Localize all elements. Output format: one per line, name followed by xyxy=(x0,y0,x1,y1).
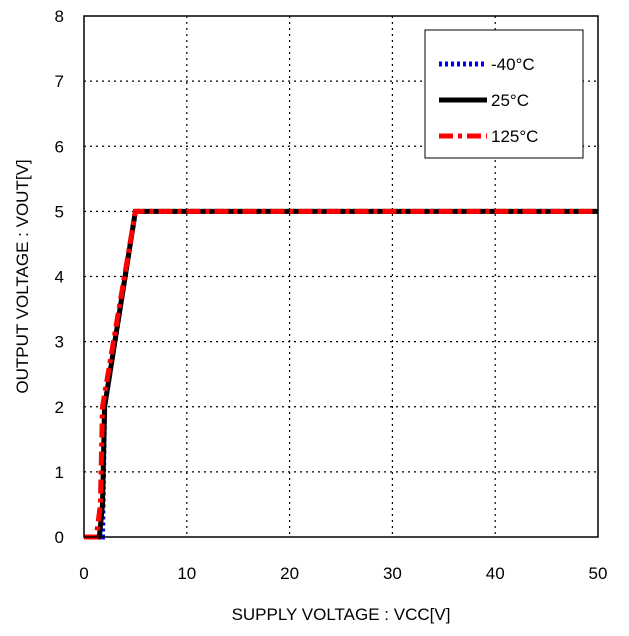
x-tick-label: 0 xyxy=(79,564,88,583)
legend-box xyxy=(424,29,584,159)
y-tick-label: 3 xyxy=(55,333,64,352)
y-tick-label: 4 xyxy=(55,268,64,287)
legend-label: -40°C xyxy=(491,55,535,74)
x-axis-title: SUPPLY VOLTAGE : VCC[V] xyxy=(232,605,451,624)
x-tick-label: 10 xyxy=(177,564,196,583)
y-tick-label: 5 xyxy=(55,202,64,221)
legend-label: 125°C xyxy=(491,127,538,146)
y-axis-title: OUTPUT VOLTAGE : VOUT[V] xyxy=(13,159,32,393)
x-tick-labels: 0 10 20 30 40 50 xyxy=(79,564,607,583)
y-tick-label: 8 xyxy=(55,7,64,26)
x-tick-label: 40 xyxy=(486,564,505,583)
y-tick-label: 0 xyxy=(55,528,64,547)
y-tick-label: 7 xyxy=(55,72,64,91)
plot-frame xyxy=(83,15,599,538)
legend: -40°C 25°C 125°C xyxy=(424,29,584,159)
y-tick-label: 2 xyxy=(55,398,64,417)
legend-label: 25°C xyxy=(491,91,529,110)
y-tick-label: 1 xyxy=(55,463,64,482)
y-tick-labels: 0 1 2 3 4 5 6 7 8 xyxy=(55,7,64,547)
x-tick-label: 20 xyxy=(280,564,299,583)
x-tick-label: 30 xyxy=(383,564,402,583)
y-tick-label: 6 xyxy=(55,137,64,156)
x-tick-label: 50 xyxy=(589,564,608,583)
